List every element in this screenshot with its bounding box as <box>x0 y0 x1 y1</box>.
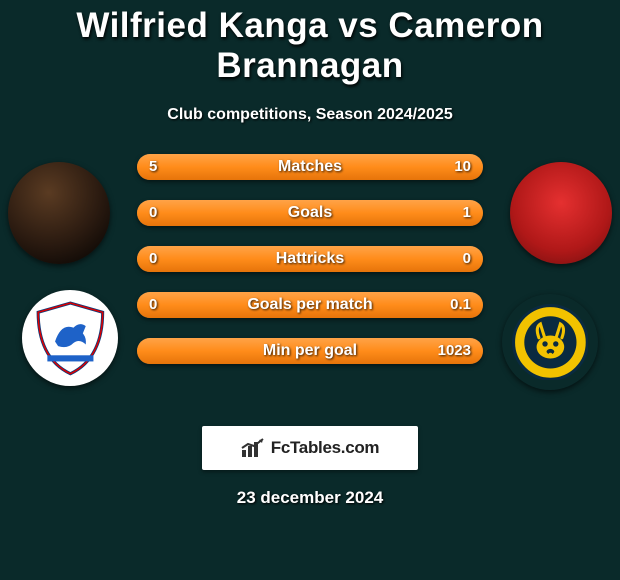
date-text: 23 december 2024 <box>0 488 620 508</box>
stat-bar-fill-right <box>137 338 483 364</box>
page-title: Wilfried Kanga vs Cameron Brannagan <box>0 0 620 86</box>
club-left-badge <box>22 290 118 386</box>
stat-bar-fill-right <box>137 292 483 318</box>
subtitle: Club competitions, Season 2024/2025 <box>0 106 620 124</box>
stat-bars: 510Matches 01Goals 00Hattricks 00.1Goals pe… <box>137 154 483 384</box>
oxford-badge-icon <box>512 304 589 381</box>
brand-text: FcTables.com <box>271 438 380 458</box>
brand-badge: FcTables.com <box>202 426 418 470</box>
club-right-badge <box>502 294 598 390</box>
stat-bar-fill-right <box>137 200 483 226</box>
cardiff-badge-icon <box>32 300 109 377</box>
comparison-panel: 510Matches 01Goals 00Hattricks 00.1Goals pe… <box>0 154 620 414</box>
brand-chart-icon <box>241 438 265 458</box>
stat-bar-fill-left <box>137 154 251 180</box>
stat-bar: 1023Min per goal <box>137 338 483 364</box>
stat-bar: 510Matches <box>137 154 483 180</box>
stat-bar: 01Goals <box>137 200 483 226</box>
player-right-avatar <box>510 162 612 264</box>
stat-bar-fill-right <box>310 246 483 272</box>
stat-bar-fill-left <box>137 246 310 272</box>
stat-bar-fill-right <box>251 154 483 180</box>
stat-bar: 00.1Goals per match <box>137 292 483 318</box>
player-left-avatar <box>8 162 110 264</box>
stat-bar: 00Hattricks <box>137 246 483 272</box>
